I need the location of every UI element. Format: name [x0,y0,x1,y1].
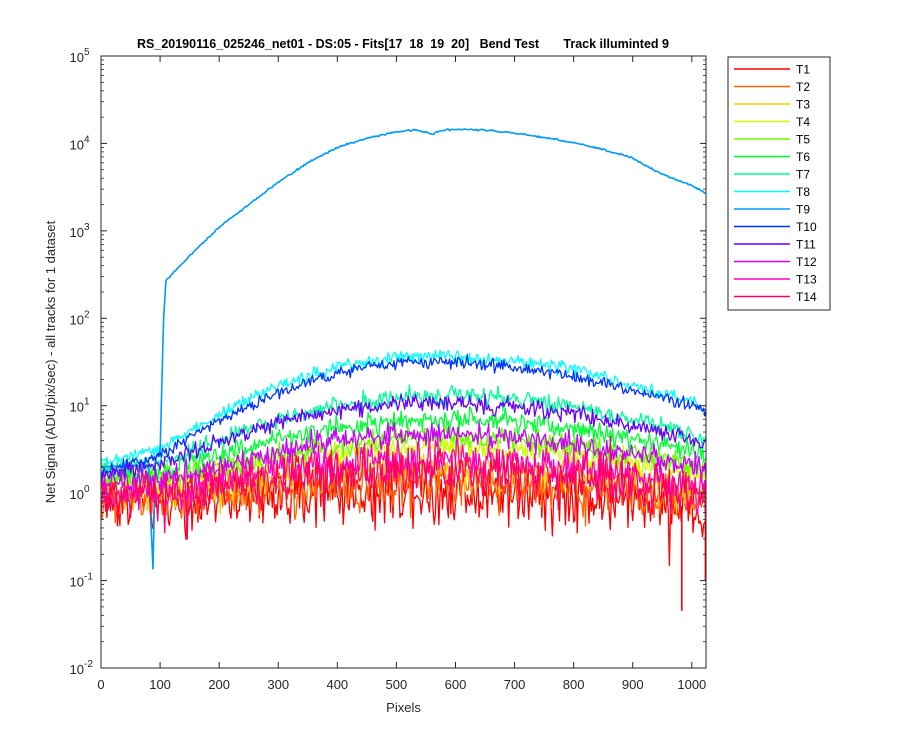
legend-label-t13: T13 [796,273,817,287]
series-line-t8 [101,349,706,466]
x-tick-label: 400 [326,677,348,692]
plot-frame [100,55,707,669]
legend-label-t2: T2 [796,80,810,94]
series-line-t14 [101,442,706,540]
legend-label-t12: T12 [796,255,817,269]
y-tick-label-exponent: 0 [84,484,90,495]
legend-label-t9: T9 [796,203,810,217]
series-line-t6 [101,406,706,484]
x-axis-ticks: 0 100 200 300 400 500 600 700 800 900 1000 [97,56,706,692]
series-line-t5 [101,424,706,491]
y-tick-label-base: 10 [70,50,84,65]
legend-label-t4: T4 [796,115,810,129]
legend-box [727,56,831,311]
x-tick-label: 600 [445,677,467,692]
series-line-t12 [101,421,706,497]
legend-label-t11: T11 [796,238,816,252]
chart-title: RS_20190116_025246_net01 - DS:05 - Fits[… [137,37,669,51]
y-tick-label-base: 10 [70,487,84,502]
legend-label-t1: T1 [796,63,810,77]
series-line-t11 [101,393,706,481]
y-tick-label-base: 10 [70,400,84,415]
legend-label-t5: T5 [796,133,810,147]
series-line-t1 [101,454,706,567]
y-tick-label-base: 10 [70,662,84,677]
series-line-t10 [101,353,706,477]
series-layer [101,128,706,611]
x-tick-label: 800 [563,677,585,692]
x-axis-label: Pixels [386,700,421,715]
legend-label-t10: T10 [796,220,817,234]
legend-label-t14: T14 [796,290,817,304]
y-tick-label-base: 10 [70,225,84,240]
legend-label-t8: T8 [796,185,810,199]
x-tick-label: 1000 [677,677,706,692]
legend-label-t6: T6 [796,150,810,164]
x-tick-label: 700 [504,677,526,692]
y-tick-label-exponent: 4 [84,134,90,145]
x-tick-label: 200 [208,677,230,692]
legend-label-t7: T7 [796,168,810,182]
y-tick-label-base: 10 [70,137,84,152]
y-tick-label-exponent: -2 [84,659,93,670]
y-tick-label-exponent: 3 [84,222,90,233]
legend-label-t3: T3 [796,98,810,112]
y-axis-label: Net Signal (ADU/pix/sec) - all tracks fo… [43,220,58,503]
y-tick-label-exponent: 1 [84,397,90,408]
legend: T1 T2 T3 T4 T5 T6 T7 T8 T9 T10 T11 T12 T13 T14 [727,56,831,311]
y-tick-label-exponent: 5 [84,47,90,58]
y-tick-label-base: 10 [70,312,84,327]
y-tick-label-exponent: -1 [84,572,93,583]
x-tick-label: 0 [97,677,104,692]
x-tick-label: 100 [149,677,171,692]
x-tick-label: 300 [267,677,289,692]
x-tick-label: 500 [386,677,408,692]
x-tick-label: 900 [622,677,644,692]
series-line-t9 [101,128,706,570]
y-tick-label-base: 10 [70,575,84,590]
y-tick-label-exponent: 2 [84,309,90,320]
